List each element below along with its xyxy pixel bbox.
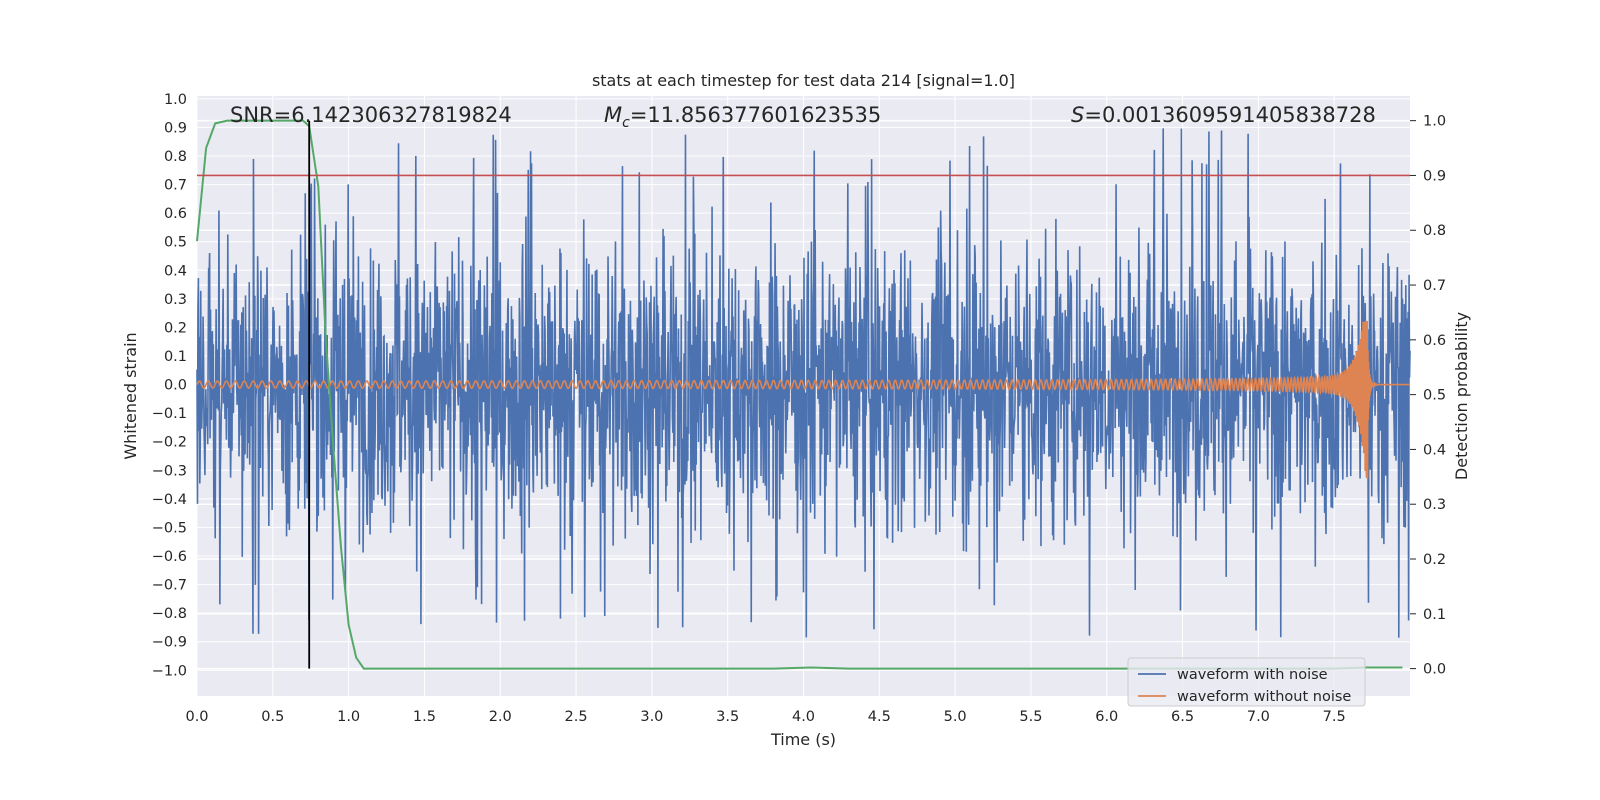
x-tick-label: 0.0 xyxy=(185,709,208,725)
y-left-tick-label: −0.4 xyxy=(152,492,187,508)
s-statistic-annotation: S=0.0013609591405838728 xyxy=(1071,103,1376,127)
x-tick-label: 1.5 xyxy=(413,709,436,725)
y-left-tick-label: −0.9 xyxy=(152,635,187,651)
x-tick-label: 6.5 xyxy=(1171,709,1194,725)
y-right-tick-label: 0.1 xyxy=(1423,607,1446,623)
y-right-tick-label: 0.8 xyxy=(1423,223,1446,239)
y-right-tick-label: 0.3 xyxy=(1423,497,1446,513)
x-tick-label: 1.0 xyxy=(337,709,360,725)
y-left-tick-label: 0.7 xyxy=(164,178,187,194)
y-left-tick-label: −0.7 xyxy=(152,578,187,594)
snr-annotation: SNR=6.142306327819824 xyxy=(230,103,512,127)
y-left-tick-label: 0.2 xyxy=(164,320,187,336)
chart-title: stats at each timestep for test data 214… xyxy=(592,71,1015,90)
x-tick-label: 7.0 xyxy=(1247,709,1270,725)
y-axis-left-label: Whitened strain xyxy=(121,332,140,459)
y-right-tick-label: 0.0 xyxy=(1423,662,1446,678)
s-statistic-symbol: S xyxy=(1071,103,1084,127)
x-tick-label: 0.5 xyxy=(261,709,284,725)
x-tick-label: 2.0 xyxy=(489,709,512,725)
chirp-mass-value: =11.856377601623535 xyxy=(630,103,881,127)
y-left-tick-label: −0.5 xyxy=(152,520,187,536)
y-left-tick-label: −0.6 xyxy=(152,549,187,565)
y-right-tick-label: 0.5 xyxy=(1423,388,1446,404)
legend-label-waveform-without-noise: waveform without noise xyxy=(1177,689,1351,705)
y-right-tick-label: 0.7 xyxy=(1423,278,1446,294)
detection-probability-series xyxy=(196,119,1410,670)
waveform-without-noise-line xyxy=(196,320,1410,479)
y-left-tick-label: 0.4 xyxy=(164,263,187,279)
y-left-tick-label: 0.9 xyxy=(164,120,187,136)
y-right-tick-label: 0.4 xyxy=(1423,442,1446,458)
y-left-tick-label: −1.0 xyxy=(152,663,187,679)
s-statistic-value: =0.0013609591405838728 xyxy=(1084,103,1376,127)
legend: waveform with noise waveform without noi… xyxy=(1127,657,1366,707)
y-left-tick-label: 0.6 xyxy=(164,206,187,222)
y-left-tick-label: −0.3 xyxy=(152,463,187,479)
waveform-with-noise-line xyxy=(196,128,1411,638)
y-left-tick-label: −0.2 xyxy=(152,435,187,451)
chirp-mass-subscript: c xyxy=(622,115,630,131)
x-axis-label: Time (s) xyxy=(770,730,836,749)
y-right-tick-label: 0.2 xyxy=(1423,552,1446,568)
waveform-with-noise-series xyxy=(196,128,1411,638)
x-tick-label: 3.5 xyxy=(716,709,739,725)
y-left-tick-label: 0.1 xyxy=(164,349,187,365)
y-left-tick-label: −0.8 xyxy=(152,606,187,622)
chirp-mass-annotation: Mc=11.856377601623535 xyxy=(604,103,881,131)
x-tick-label: 4.5 xyxy=(868,709,891,725)
y-left-tick-label: 0.8 xyxy=(164,149,187,165)
x-tick-label: 3.0 xyxy=(640,709,663,725)
y-left-tick-label: 1.0 xyxy=(164,92,187,108)
x-tick-label: 2.5 xyxy=(565,709,588,725)
y-left-tick-label: −0.1 xyxy=(152,406,187,422)
y-left-tick-label: 0.3 xyxy=(164,292,187,308)
x-tick-label: 4.0 xyxy=(792,709,815,725)
axis-ticks: 0.0 0.5 1.0 1.5 2.0 2.5 3.0 3.5 4.0 4.5 5.0 5.5 6.0 6… xyxy=(152,92,1446,725)
y-axis-right-label: Detection probability xyxy=(1452,312,1471,480)
y-right-tick-label: 0.6 xyxy=(1423,333,1446,349)
waveform-without-noise-series xyxy=(196,320,1410,479)
x-tick-label: 5.5 xyxy=(1019,709,1042,725)
x-tick-label: 5.0 xyxy=(944,709,967,725)
legend-box xyxy=(1127,657,1366,707)
y-left-tick-label: 0.0 xyxy=(164,378,187,394)
legend-label-waveform-with-noise: waveform with noise xyxy=(1177,667,1328,683)
chirp-mass-symbol: M xyxy=(604,103,622,127)
detection-probability-line xyxy=(196,119,1403,670)
y-right-tick-label: 0.9 xyxy=(1423,168,1446,184)
x-tick-label: 6.0 xyxy=(1095,709,1118,725)
y-left-tick-label: 0.5 xyxy=(164,235,187,251)
x-tick-label: 7.5 xyxy=(1323,709,1346,725)
y-right-tick-label: 1.0 xyxy=(1423,114,1446,130)
